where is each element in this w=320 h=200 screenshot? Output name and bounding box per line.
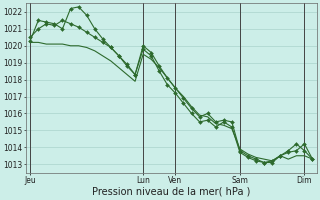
- X-axis label: Pression niveau de la mer( hPa ): Pression niveau de la mer( hPa ): [92, 187, 251, 197]
